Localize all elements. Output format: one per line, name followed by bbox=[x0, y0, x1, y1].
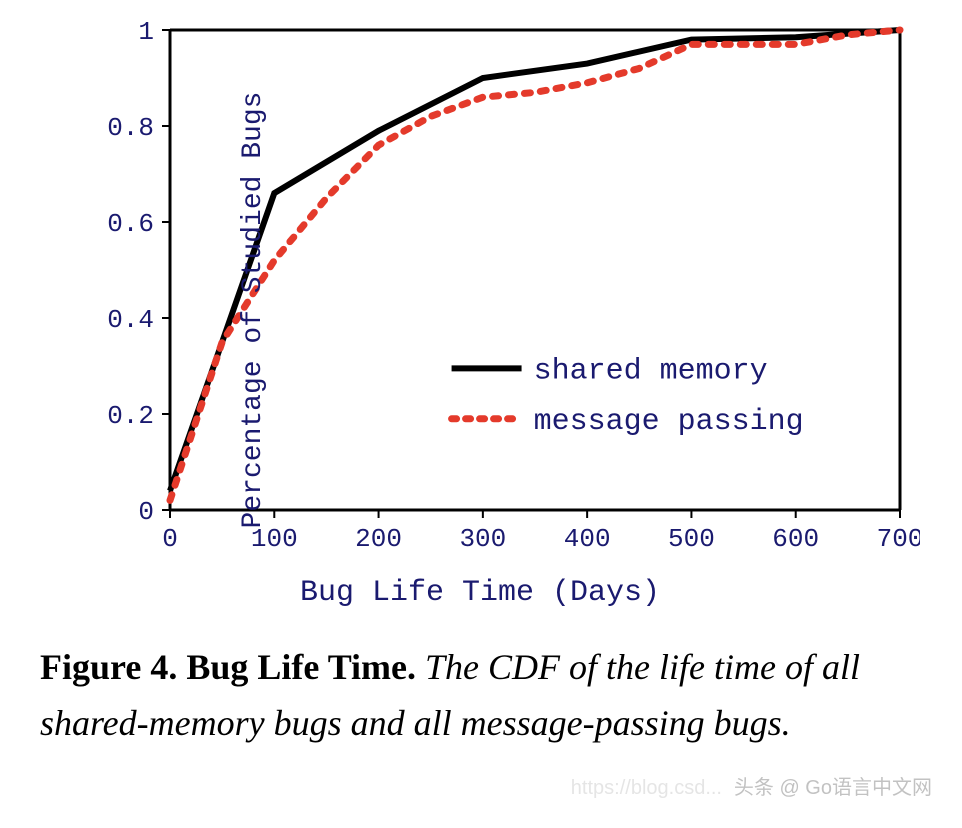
svg-text:message passing: message passing bbox=[534, 405, 804, 439]
svg-text:100: 100 bbox=[251, 524, 298, 554]
svg-text:shared memory: shared memory bbox=[534, 354, 768, 388]
watermark-left: https://blog.csd... bbox=[571, 777, 722, 800]
svg-text:500: 500 bbox=[668, 524, 715, 554]
svg-text:700: 700 bbox=[877, 524, 920, 554]
chart-svg: 0 100 200 300 400 500 600 700 0 0.2 0.4 0.6 0.8 1 shar… bbox=[40, 10, 920, 570]
caption-title: Bug Life Time. bbox=[186, 647, 416, 687]
watermark-right: 头条 @ Go语言中文网 bbox=[734, 771, 932, 800]
svg-text:0.4: 0.4 bbox=[107, 305, 154, 335]
svg-text:0: 0 bbox=[162, 524, 178, 554]
svg-text:0.2: 0.2 bbox=[107, 401, 154, 431]
bug-lifetime-chart: Percentage of Studied Bugs 0 100 200 300 400… bbox=[40, 10, 920, 600]
caption-figure-label: Figure 4. bbox=[40, 647, 177, 687]
svg-text:1: 1 bbox=[138, 17, 154, 47]
svg-text:0: 0 bbox=[138, 497, 154, 527]
svg-text:200: 200 bbox=[355, 524, 402, 554]
svg-text:400: 400 bbox=[564, 524, 611, 554]
svg-text:0.6: 0.6 bbox=[107, 209, 154, 239]
svg-text:300: 300 bbox=[459, 524, 506, 554]
svg-text:600: 600 bbox=[772, 524, 819, 554]
x-axis-label: Bug Life Time (Days) bbox=[300, 576, 660, 610]
y-axis-label: Percentage of Studied Bugs bbox=[238, 92, 269, 529]
svg-text:0.8: 0.8 bbox=[107, 113, 154, 143]
figure-caption: Figure 4. Bug Life Time. The CDF of the … bbox=[40, 640, 920, 752]
